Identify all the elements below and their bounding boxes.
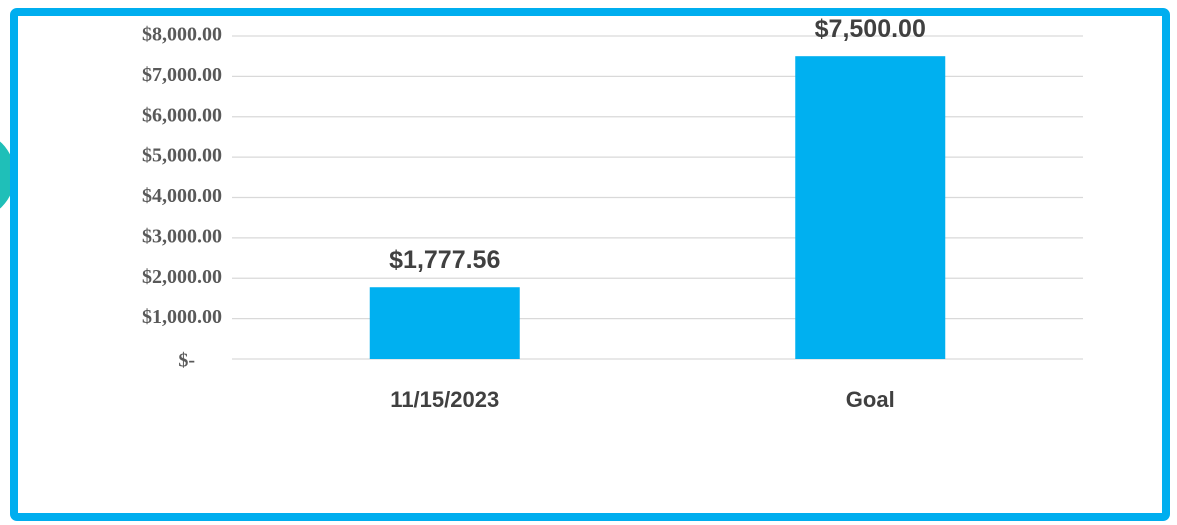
y-tick-label: $3,000.00 (142, 225, 222, 247)
bar (369, 287, 520, 359)
bar (795, 56, 946, 359)
y-tick-label: $8,000.00 (142, 24, 222, 46)
y-tick-label: $5,000.00 (142, 145, 222, 167)
frame (10, 8, 1170, 521)
y-tick-label: $1,000.00 (142, 306, 222, 328)
y-tick-label: $2,000.00 (142, 266, 222, 288)
x-tick-label: Goal (846, 387, 895, 412)
value-label: $7,500.00 (815, 15, 926, 43)
y-tick-label: $7,000.00 (142, 64, 222, 86)
x-tick-label: 11/15/2023 (390, 387, 499, 412)
y-tick-label: $- (178, 350, 195, 372)
y-tick-label: $6,000.00 (142, 104, 222, 126)
value-label: $1,777.56 (389, 246, 500, 274)
y-tick-label: $4,000.00 (142, 185, 222, 207)
